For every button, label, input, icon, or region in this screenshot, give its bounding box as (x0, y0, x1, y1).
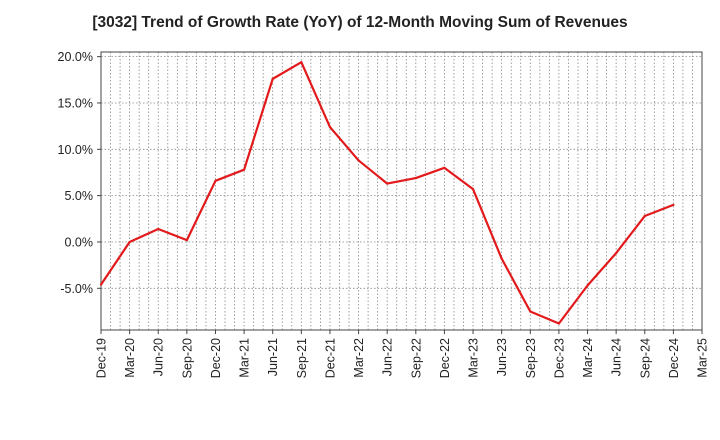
x-tick-label: Sep-22 (409, 338, 423, 378)
data-point (99, 283, 103, 286)
data-point (672, 203, 675, 206)
x-tick-label: Mar-23 (467, 338, 481, 378)
x-tick-label: Sep-24 (638, 338, 652, 378)
data-point (242, 168, 246, 171)
x-tick-label: Dec-23 (552, 338, 566, 378)
x-tick-label: Dec-19 (95, 338, 109, 378)
data-point (443, 166, 446, 169)
data-point (128, 240, 131, 244)
x-tick-label: Jun-24 (610, 338, 624, 376)
x-tick-label: Mar-21 (238, 338, 252, 378)
y-tick-label: 15.0% (58, 96, 93, 110)
x-tick-label: Dec-24 (667, 338, 681, 378)
series-layer (99, 61, 675, 325)
data-point (500, 257, 503, 260)
data-point (185, 239, 188, 242)
data-point (386, 182, 389, 185)
x-tick-label: Mar-25 (696, 338, 710, 378)
x-tick-label: Jun-22 (381, 338, 395, 376)
y-tick-label: 0.0% (65, 235, 94, 249)
label-layer: 20.0% 15.0% 10.0% 5.0% 0.0% -5.0% Dec-19 Mar-20… (58, 50, 710, 378)
data-point (643, 214, 646, 218)
data-point (157, 227, 160, 231)
axis-layer (97, 51, 703, 334)
x-tick-label: Sep-23 (524, 338, 538, 378)
chart-title: [3032] Trend of Growth Rate (YoY) of 12-… (92, 14, 628, 31)
data-point (214, 179, 217, 182)
plot-frame (100, 51, 703, 331)
y-tick-label: -5.0% (60, 282, 93, 296)
x-tick-label: Mar-20 (123, 338, 137, 378)
data-point (271, 77, 274, 80)
data-point (557, 322, 561, 325)
y-tick-label: 20.0% (58, 50, 93, 64)
data-point (586, 284, 589, 287)
x-tick-label: Dec-21 (323, 338, 337, 378)
x-tick-label: Sep-20 (180, 338, 194, 378)
data-point (529, 310, 532, 313)
data-point (615, 251, 618, 255)
x-tick-label: Jun-23 (495, 338, 509, 376)
x-tick-label: Dec-20 (209, 338, 223, 378)
y-tick-label: 10.0% (58, 143, 93, 157)
x-tick-label: Jun-20 (152, 338, 166, 376)
data-point (414, 176, 417, 180)
data-point (357, 159, 360, 162)
x-tick-label: Sep-21 (295, 338, 309, 378)
data-point (328, 125, 332, 129)
x-tick-label: Dec-22 (438, 338, 452, 378)
x-tick-label: Jun-21 (266, 338, 280, 376)
data-point (471, 188, 475, 191)
x-tick-label: Mar-22 (352, 338, 366, 378)
x-tick-label: Mar-24 (581, 338, 595, 378)
data-point (300, 61, 303, 64)
y-tick-label: 5.0% (65, 189, 94, 203)
grid-layer (101, 52, 702, 330)
